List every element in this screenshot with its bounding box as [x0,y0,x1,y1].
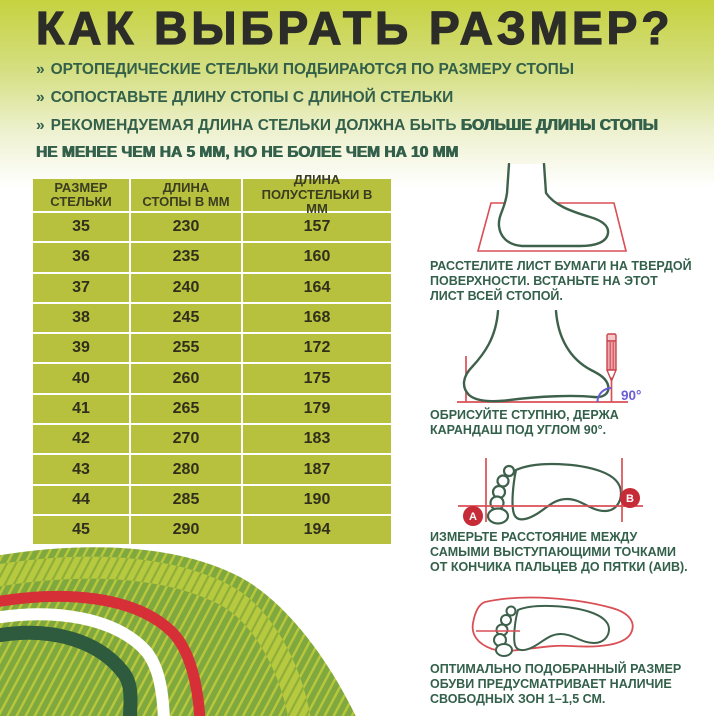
table-cell: 270 [131,425,241,454]
pencil-icon [606,333,617,382]
bullet-marker: » [36,88,45,106]
sole-outline [511,462,623,521]
table-cell: 255 [131,334,241,363]
table-cell: 35 [33,213,129,242]
table-cell: 39 [33,334,129,363]
table-cell: 260 [131,364,241,393]
table-cell: 175 [243,364,391,393]
table-header-cell: ДЛИНА СТОПЫ В ММ [131,179,241,211]
footprint-outline [493,604,611,657]
decorative-swoosh [0,547,356,716]
table-cell: 168 [243,303,391,333]
bullet-marker: » [36,61,45,78]
table-cell: 43 [33,455,129,484]
table-cell: 285 [131,485,241,514]
header-gradient-background [0,0,714,188]
pencil-tip [606,369,617,382]
table-cell: 164 [243,273,391,302]
table-cell: 240 [131,273,241,302]
toe-circle [500,614,512,626]
angle-label: 90° [621,388,641,403]
big-toe-circle [495,643,513,657]
swoosh-white-band [0,608,170,716]
step1-foot-on-paper-illustration [476,163,628,252]
pencil-body [606,340,617,371]
step4-insole-fit-illustration [471,596,634,657]
step3-measure-illustration: А В [458,458,643,526]
table-cell: 183 [243,425,391,454]
bullet-marker: » [36,116,45,134]
footprint-outline [486,462,623,525]
bullet-item: » РЕКОМЕНДУЕМАЯ ДЛИНА СТЕЛЬКИ ДОЛЖНА БЫТЬ… [36,116,658,162]
size-table: РАЗМЕР СТЕЛЬКИ ДЛИНА СТОПЫ В ММ ДЛИНА ПОЛУ… [33,173,391,545]
point-a-label: А [469,511,477,523]
point-a-marker: А [463,506,483,526]
bullet-item: » СОПОСТАВЬТЕ ДЛИНУ СТОПЫ С ДЛИНОЙ СТЕЛЬК… [36,88,454,106]
toe-circle [496,474,510,488]
bullet-item: » ОРТОПЕДИЧЕСКИЕ СТЕЛЬКИ ПОДБИРАЮТСЯ ПО Р… [36,61,574,78]
table-cell: 160 [243,243,391,272]
table-header-cell: РАЗМЕР СТЕЛЬКИ [33,179,129,211]
big-toe-circle [486,507,510,525]
sole-outline [513,604,611,652]
table-cell: 36 [33,243,129,272]
point-b-label: В [626,493,634,505]
toe-circle [505,605,517,617]
table-cell: 45 [33,515,129,545]
insole-outline [471,596,634,652]
bullet-bold-text: БОЛЬШЕ ДЛИНЫ СТОПЫ НЕ МЕНЕЕ ЧЕМ НА 5 ММ,… [36,116,658,162]
table-cell: 42 [33,425,129,454]
foot-outline [462,310,610,403]
step2-caption: ОБРИСУЙТЕ СТУПНЮ, ДЕРЖА КАРАНДАШ ПОД УГЛ… [430,408,619,437]
table-header-cell: ДЛИНА ПОЛУСТЕЛЬКИ В ММ [243,173,391,216]
table-cell: 179 [243,394,391,424]
pencil-eraser [606,333,617,342]
angle-arc [596,387,612,403]
table-cell: 172 [243,334,391,363]
table-cell: 37 [33,273,129,302]
swoosh-red-band [0,590,206,716]
foot-outline [497,163,610,248]
step1-caption: РАССТЕЛИТЕ ЛИСТ БУМАГИ НА ТВЕРДОЙ ПОВЕРХ… [430,259,692,303]
table-cell: 190 [243,485,391,514]
table-cell: 40 [33,364,129,393]
pencil-lead [610,377,613,381]
paper-sheet-outline [476,202,628,252]
step4-caption: ОПТИМАЛЬНО ПОДОБРАННЫЙ РАЗМЕР ОБУВИ ПРЕД… [430,662,682,706]
point-b-circle [620,488,640,508]
step2-trace-foot-illustration: 90° [457,310,641,403]
table-cell: 265 [131,394,241,424]
point-b-marker: В [620,488,640,508]
table-cell: 280 [131,455,241,484]
table-cell: 290 [131,515,241,545]
table-cell: 44 [33,485,129,514]
bullet-list: » ОРТОПЕДИЧЕСКИЕ СТЕЛЬКИ ПОДБИРАЮТСЯ ПО Р… [36,56,664,167]
point-a-circle [463,506,483,526]
table-cell: 41 [33,394,129,424]
page-title: КАК ВЫБРАТЬ РАЗМЕР? [35,1,674,54]
table-cell: 187 [243,455,391,484]
table-cell: 38 [33,303,129,333]
toe-circle [502,464,516,478]
table-cell: 235 [131,243,241,272]
table-cell: 230 [131,213,241,242]
table-cell: 157 [243,213,391,242]
swoosh-light-band [0,556,311,716]
step3-caption: ИЗМЕРЬТЕ РАССТОЯНИЕ МЕЖДУ САМЫМИ ВЫСТУПА… [430,530,688,574]
swoosh-dark-band [0,625,138,716]
table-cell: 245 [131,303,241,333]
table-cell: 194 [243,515,391,545]
